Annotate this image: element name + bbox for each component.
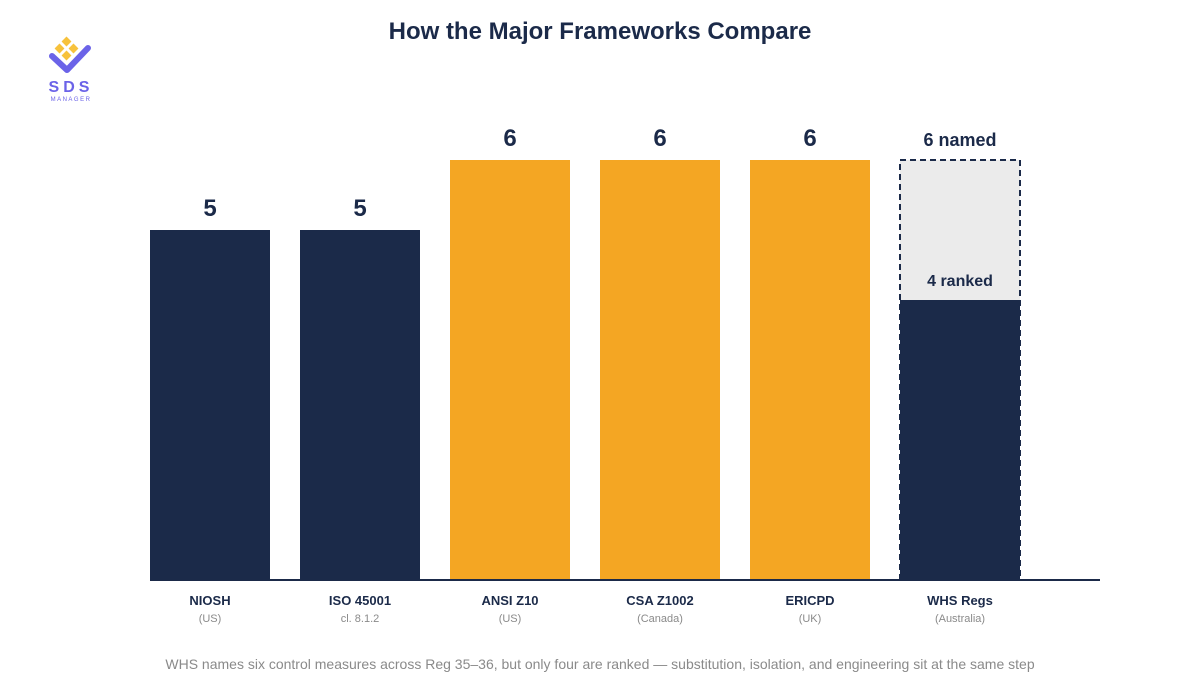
- bar-5: [900, 300, 1020, 580]
- data-label-4: 6: [803, 125, 816, 152]
- bar-4: [750, 160, 870, 580]
- category-label-4: ERICPD: [785, 593, 834, 608]
- chart-title: How the Major Frameworks Compare: [388, 18, 812, 45]
- data-label-0: 5: [203, 195, 216, 222]
- data-label-1: 5: [353, 195, 366, 222]
- data-label-named: 6 named: [923, 130, 996, 150]
- category-sublabel-5: (Australia): [935, 613, 985, 625]
- diamond-check-icon: [49, 36, 91, 73]
- category-label-0: NIOSH: [189, 593, 230, 608]
- bar-1: [300, 230, 420, 580]
- category-label-5: WHS Regs: [927, 593, 993, 608]
- category-sublabel-4: (UK): [799, 613, 822, 625]
- brand-name: SDS: [48, 79, 94, 96]
- category-sublabel-0: (US): [199, 613, 222, 625]
- data-label-3: 6: [653, 125, 666, 152]
- category-sublabel-1: cl. 8.1.2: [341, 613, 380, 625]
- category-sublabel-3: (Canada): [637, 613, 683, 625]
- category-label-3: CSA Z1002: [626, 593, 693, 608]
- bar-2: [450, 160, 570, 580]
- data-label-5: 4 ranked: [927, 273, 993, 290]
- brand-subtitle: MANAGER: [50, 97, 92, 103]
- brand-logo: SDS MANAGER: [40, 34, 102, 106]
- category-sublabel-2: (US): [499, 613, 522, 625]
- chart-footnote: WHS names six control measures across Re…: [165, 656, 1035, 672]
- bar-0: [150, 230, 270, 580]
- category-label-1: ISO 45001: [329, 593, 391, 608]
- bar-3: [600, 160, 720, 580]
- category-label-2: ANSI Z10: [481, 593, 538, 608]
- data-label-2: 6: [503, 125, 516, 152]
